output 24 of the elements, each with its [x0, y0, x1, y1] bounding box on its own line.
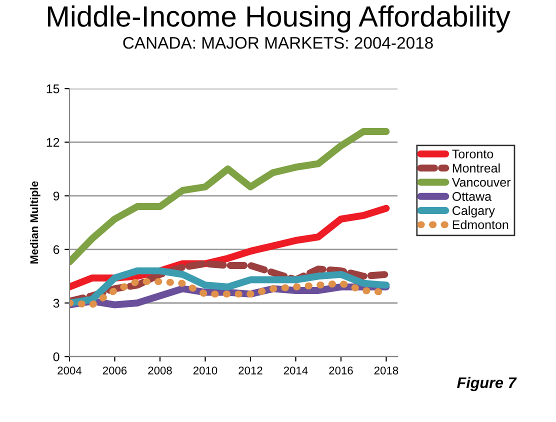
x-tick-label: 2006: [102, 366, 127, 374]
x-tick-label: 2004: [58, 366, 82, 374]
x-tick-label: 2008: [148, 366, 172, 374]
legend-label: Toronto: [452, 150, 494, 158]
legend-label: Ottawa: [452, 192, 492, 201]
y-tick-label: 0: [53, 352, 60, 362]
y-tick-label: 12: [46, 138, 60, 147]
chart-title: Middle-Income Housing Affordability: [48, 5, 510, 33]
x-tick-label: 2018: [374, 366, 398, 374]
y-tick-label: 15: [46, 84, 60, 94]
x-tick-label: 2010: [193, 366, 218, 374]
x-tick-label: 2012: [238, 366, 262, 374]
x-tick-label: 2014: [284, 366, 308, 374]
legend-label: Vancouver: [452, 178, 511, 187]
y-axis-title: Median Multiple: [30, 181, 40, 264]
legend-label: Edmonton: [452, 220, 508, 230]
x-tick-label: 2016: [329, 366, 353, 374]
chart-subtitle: CANADA: MAJOR MARKETS: 2004-2018: [123, 36, 433, 49]
y-tick-label: 3: [53, 298, 60, 308]
legend-label: Montreal: [452, 163, 500, 173]
y-tick-label: 9: [53, 192, 60, 200]
caption: Figure 7: [457, 376, 517, 392]
legend-label: Calgary: [452, 206, 495, 218]
y-tick-label: 6: [53, 245, 60, 254]
